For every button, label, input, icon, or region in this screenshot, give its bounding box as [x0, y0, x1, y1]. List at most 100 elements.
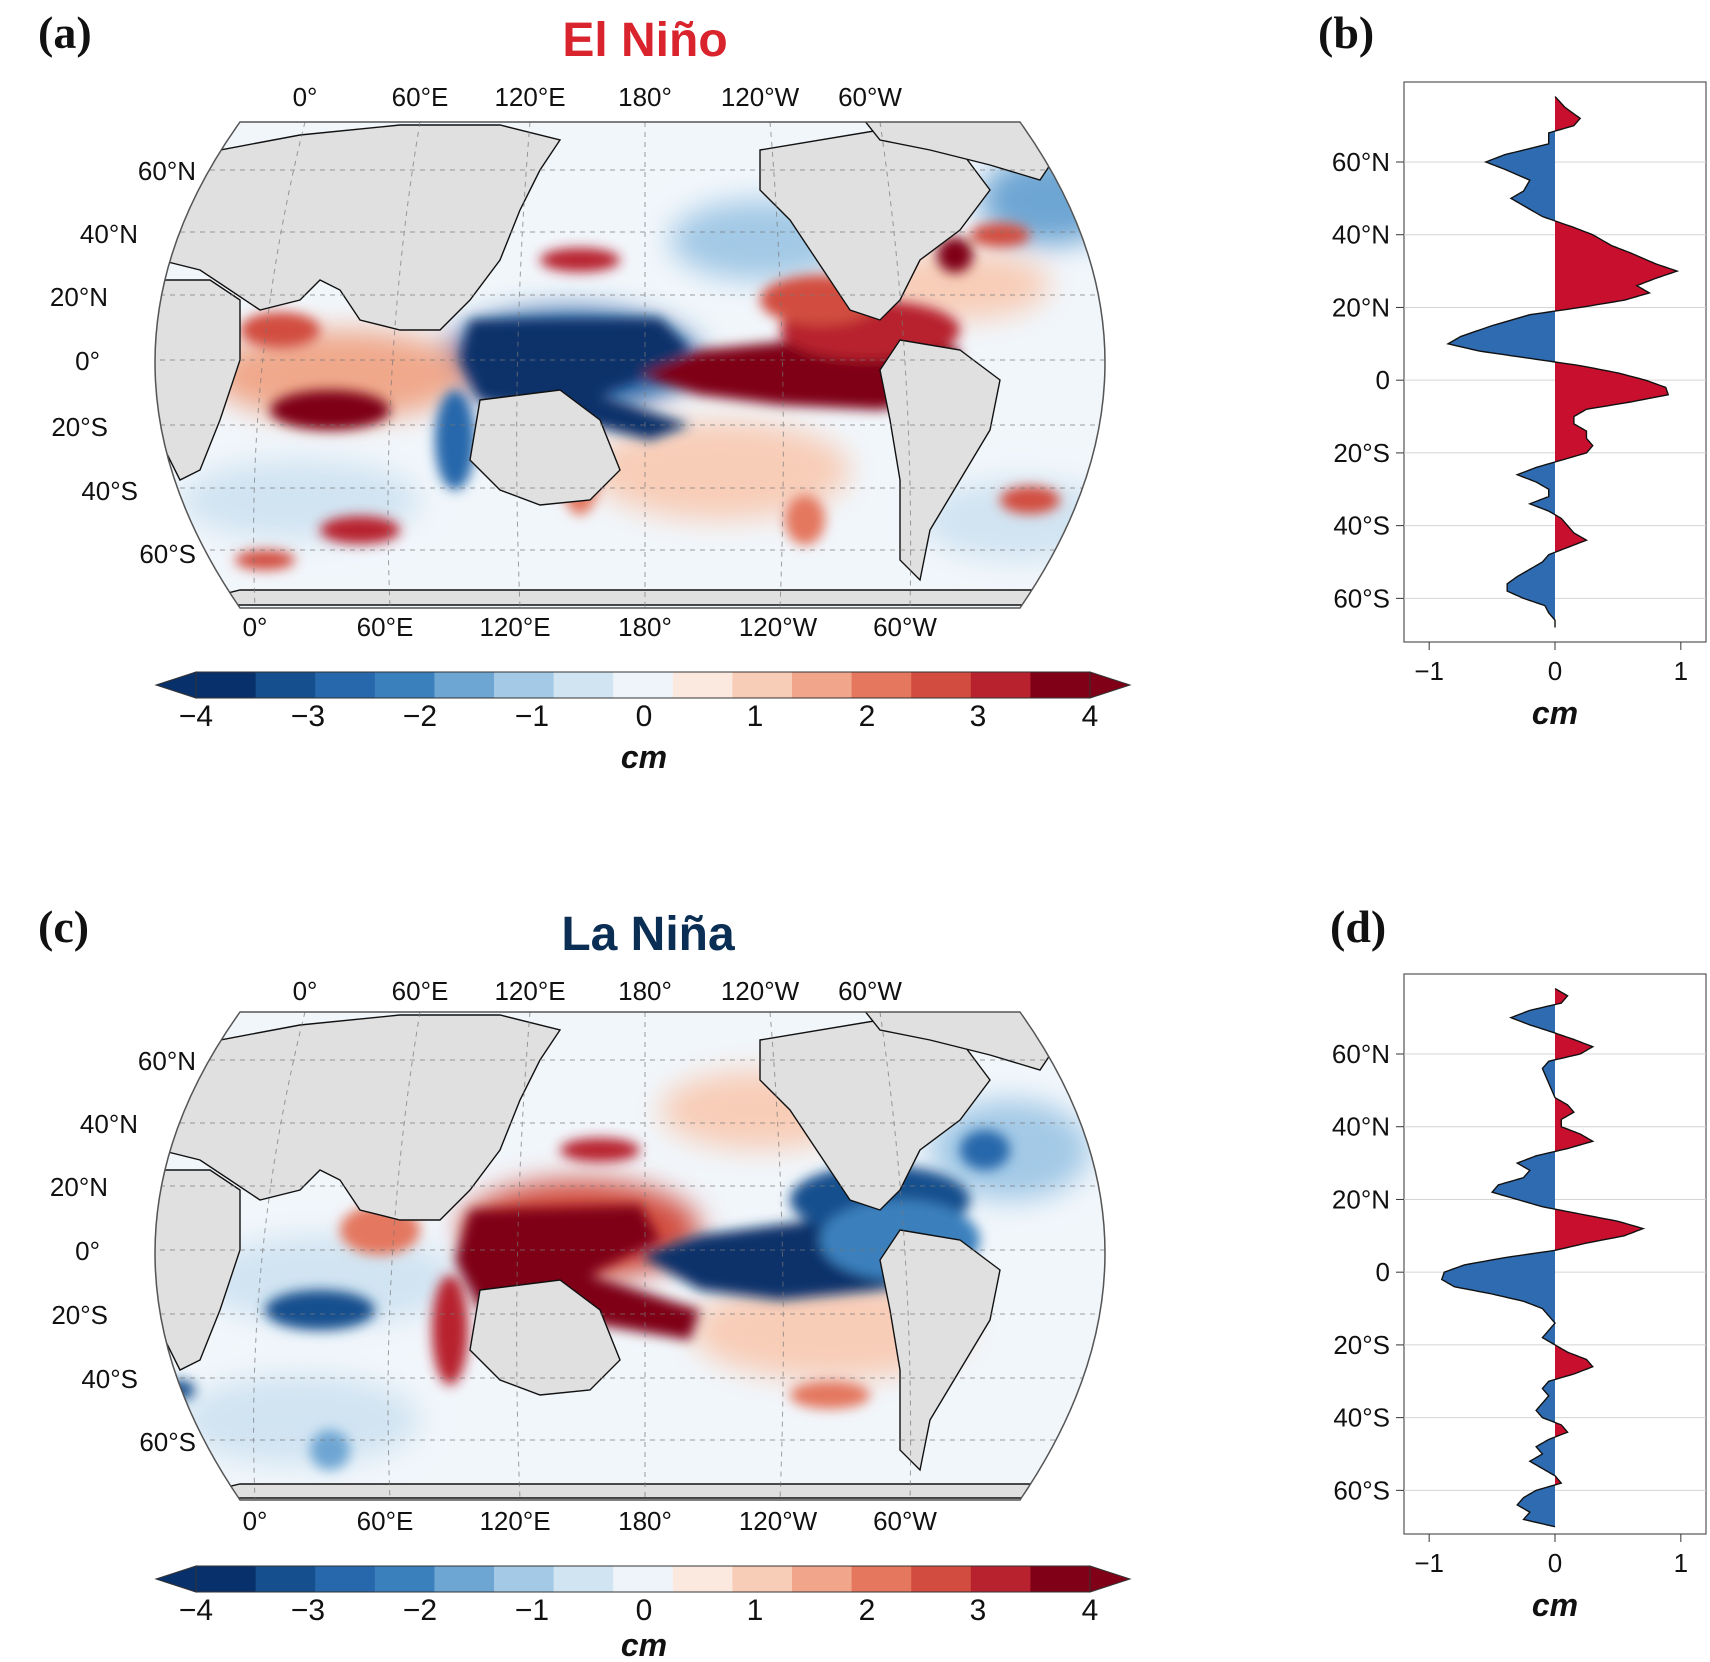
lon-label: 60°W	[873, 612, 937, 642]
positive-area	[1555, 988, 1644, 1527]
colorbar-tick: 1	[747, 700, 764, 733]
land-eurasia	[155, 124, 562, 331]
lat-labels-c: 60°N 40°N 20°N 0° 20°S 40°S 60°S	[50, 1046, 196, 1457]
lon-label: 120°W	[721, 976, 800, 1006]
lat-label: 20°N	[50, 282, 108, 312]
lon-label: 120°E	[479, 1506, 550, 1536]
y-tick-label: 40°S	[1333, 511, 1390, 541]
colorbar-tick: 4	[1082, 700, 1099, 733]
y-tick-label: 20°N	[1332, 1184, 1390, 1214]
y-tick-label: 20°S	[1333, 1330, 1390, 1360]
colorbar-swatch	[792, 1566, 853, 1592]
colorbar-swatch	[374, 1566, 435, 1592]
land-africa	[155, 279, 241, 481]
land-antarctica	[179, 589, 1091, 606]
profile-line	[1440, 987, 1646, 1528]
colorbar-swatch	[732, 1566, 793, 1592]
y-tick-label: 40°N	[1332, 1112, 1390, 1142]
land-australia	[469, 389, 621, 506]
lat-label: 60°N	[138, 1046, 196, 1076]
colorbar-swatch	[613, 672, 674, 698]
land-south-america	[879, 339, 1001, 582]
gridlines-el-nino	[155, 122, 1105, 608]
colorbar-tick: −2	[403, 700, 437, 733]
lon-label: 120°E	[494, 976, 565, 1006]
land-africa	[155, 1169, 241, 1371]
colorbar-swatch	[255, 672, 316, 698]
colorbar-swatch	[434, 672, 495, 698]
x-axis-label: cm	[1532, 1587, 1578, 1623]
lon-label: 0°	[243, 1506, 268, 1536]
lon-label: 60°E	[357, 1506, 414, 1536]
colorbar-swatch	[970, 672, 1031, 698]
colorbar-a	[154, 671, 1132, 699]
lon-label: 120°E	[494, 82, 565, 112]
colorbar-tick: −3	[291, 700, 325, 733]
panel-label-c: (c)	[38, 901, 89, 952]
y-tick-label: 20°N	[1332, 292, 1390, 322]
y-tick-label: 60°S	[1333, 583, 1390, 613]
x-tick-label: −1	[1414, 1548, 1444, 1578]
land-greenland-arctic	[858, 122, 1061, 181]
colorbar-ticks-c: −4 −3 −2 −1 0 1 2 3 4	[179, 1594, 1098, 1627]
colorbar-tick: 0	[636, 1594, 653, 1627]
land-antarctica	[179, 1483, 1091, 1499]
lon-label: 60°W	[838, 82, 902, 112]
colorbar-swatch	[553, 1566, 614, 1592]
colorbar-c	[154, 1565, 1132, 1593]
x-tick-label: 0	[1548, 1548, 1562, 1578]
lat-label: 20°S	[51, 1300, 108, 1330]
y-tick-label: 40°N	[1332, 220, 1390, 250]
profile-plot-d: 60°N 40°N 20°N 0 20°S 40°S 60°S −1 0 1 cm	[1332, 973, 1707, 1623]
map-la-nina	[154, 1011, 1106, 1501]
panel-label-b: (b)	[1318, 7, 1374, 58]
land-eurasia	[155, 1014, 562, 1221]
colorbar-swatch	[911, 672, 972, 698]
lon-label: 60°W	[873, 1506, 937, 1536]
colorbar-outline	[195, 1565, 1091, 1593]
colorbar-extend-min	[154, 671, 197, 699]
lat-label: 40°N	[80, 219, 138, 249]
colorbar-ticks-a: −4 −3 −2 −1 0 1 2 3 4	[179, 700, 1098, 733]
colorbar-swatch	[970, 1566, 1031, 1592]
x-tick-label: 0	[1548, 656, 1562, 686]
colorbar-tick: 0	[636, 700, 653, 733]
lon-label: 120°E	[479, 612, 550, 642]
lon-labels-bottom-c: 0° 60°E 120°E 180° 120°W 60°W	[243, 1506, 938, 1536]
negative-area	[1448, 96, 1555, 628]
lon-labels-top-c: 0° 60°E 120°E 180° 120°W 60°W	[293, 976, 903, 1006]
colorbar-swatch	[553, 672, 614, 698]
land-south-america	[879, 1229, 1001, 1472]
land-la-nina	[155, 1012, 1091, 1499]
colorbar-swatch	[613, 1566, 674, 1592]
panel-label-a: (a)	[38, 7, 92, 58]
lat-label: 20°S	[51, 412, 108, 442]
colorbar-tick: −3	[291, 1594, 325, 1627]
lon-label: 0°	[243, 612, 268, 642]
land-australia	[469, 1279, 621, 1396]
lon-label: 180°	[618, 612, 672, 642]
colorbar-tick: −4	[179, 1594, 213, 1627]
lat-label: 60°N	[138, 156, 196, 186]
colorbar-swatch	[672, 672, 733, 698]
colorbar-extend-max	[1089, 671, 1132, 699]
colorbar-swatch	[494, 1566, 555, 1592]
colorbar-swatch	[672, 1566, 733, 1592]
lon-label: 60°W	[838, 976, 902, 1006]
lon-label: 180°	[618, 82, 672, 112]
gridlines-la-nina	[155, 1012, 1105, 1500]
lon-label: 180°	[618, 1506, 672, 1536]
profile-plot-b: 60°N 40°N 20°N 0 20°S 40°S 60°S −1 0 1 cm	[1332, 81, 1707, 731]
colorbar-swatch	[196, 1566, 257, 1592]
colorbar-tick: 3	[970, 1594, 987, 1627]
lon-label: 120°W	[739, 612, 818, 642]
map-frame-el-nino	[154, 121, 1106, 609]
colorbar-extend-min	[154, 1565, 197, 1593]
colorbar-swatch	[434, 1566, 495, 1592]
lat-label: 0°	[75, 346, 100, 376]
colorbar-extend-max	[1089, 1565, 1132, 1593]
colorbar-tick: 3	[970, 700, 987, 733]
colorbar-tick: −1	[515, 700, 549, 733]
x-tick-label: 1	[1674, 656, 1688, 686]
